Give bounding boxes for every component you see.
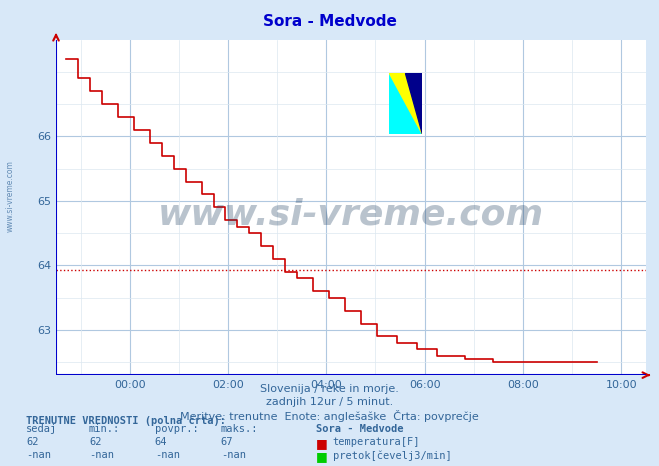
- Text: Slovenija / reke in morje.: Slovenija / reke in morje.: [260, 384, 399, 394]
- Text: Sora - Medvode: Sora - Medvode: [316, 424, 404, 434]
- Text: TRENUTNE VREDNOSTI (polna črta):: TRENUTNE VREDNOSTI (polna črta):: [26, 416, 226, 426]
- Polygon shape: [389, 73, 422, 134]
- Text: ■: ■: [316, 450, 328, 463]
- Text: Sora - Medvode: Sora - Medvode: [262, 14, 397, 29]
- Text: sedaj: sedaj: [26, 424, 57, 434]
- Text: 67: 67: [221, 437, 233, 447]
- Text: pretok[čevelj3/min]: pretok[čevelj3/min]: [333, 450, 451, 461]
- Text: 62: 62: [26, 437, 39, 447]
- Text: -nan: -nan: [155, 450, 180, 460]
- Text: min.:: min.:: [89, 424, 120, 434]
- Text: 62: 62: [89, 437, 101, 447]
- Text: zadnjih 12ur / 5 minut.: zadnjih 12ur / 5 minut.: [266, 397, 393, 407]
- Text: 64: 64: [155, 437, 167, 447]
- Text: povpr.:: povpr.:: [155, 424, 198, 434]
- Text: www.si-vreme.com: www.si-vreme.com: [158, 197, 544, 231]
- Text: www.si-vreme.com: www.si-vreme.com: [5, 160, 14, 232]
- Polygon shape: [389, 73, 422, 134]
- Text: maks.:: maks.:: [221, 424, 258, 434]
- Text: -nan: -nan: [26, 450, 51, 460]
- Text: Meritve: trenutne  Enote: anglešaške  Črta: povprečje: Meritve: trenutne Enote: anglešaške Črta…: [180, 410, 479, 422]
- Text: ■: ■: [316, 437, 328, 450]
- Text: -nan: -nan: [89, 450, 114, 460]
- Text: -nan: -nan: [221, 450, 246, 460]
- Text: temperatura[F]: temperatura[F]: [333, 437, 420, 447]
- Polygon shape: [405, 73, 422, 134]
